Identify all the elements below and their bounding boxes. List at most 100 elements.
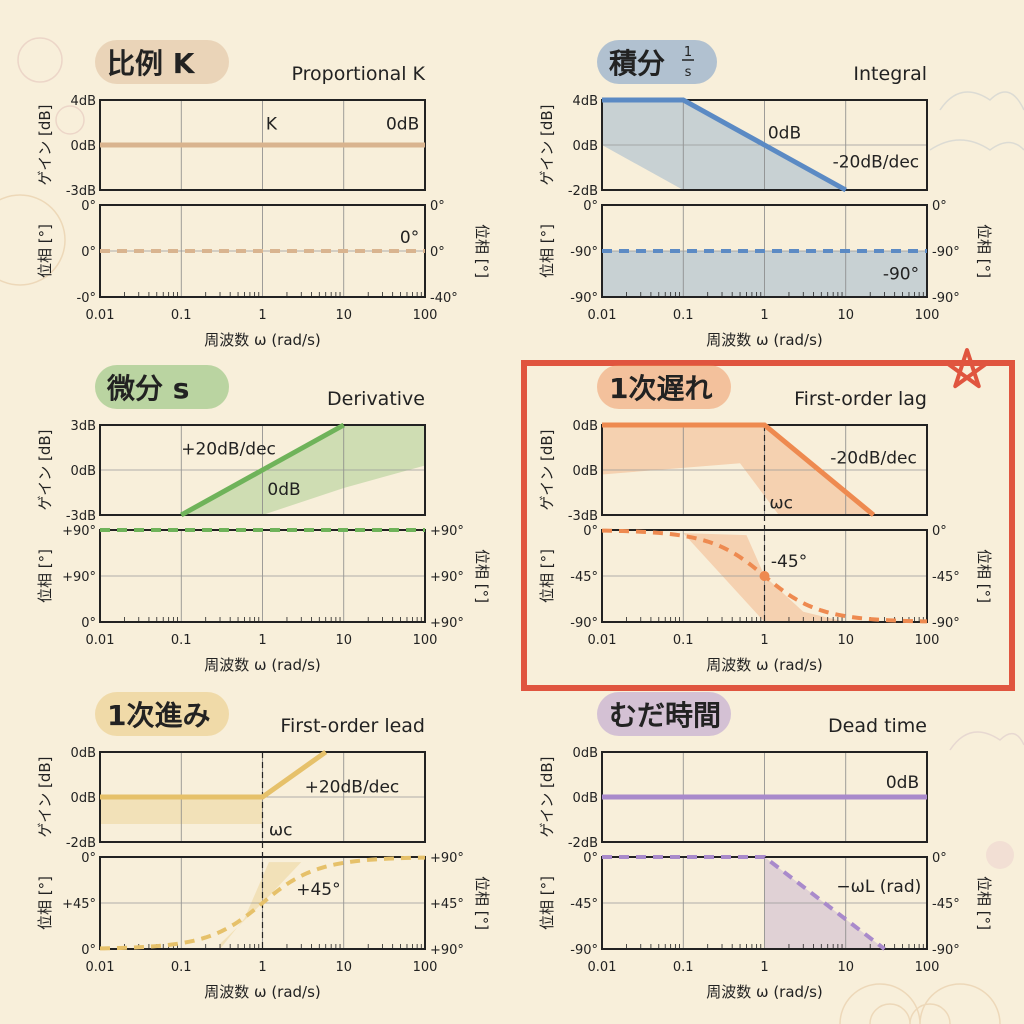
gain-tick-label: 0dB	[71, 746, 96, 761]
title-badge	[597, 365, 731, 409]
x-tick-label: 100	[915, 633, 940, 648]
gain-tick-label: 0dB	[573, 464, 598, 479]
gain-tick-label: 4dB	[573, 94, 598, 109]
phase-tick-label-left: 0°	[583, 199, 598, 214]
gain-tick-label: 0dB	[573, 791, 598, 806]
x-tick-label: 10	[335, 633, 352, 648]
phase-tick-label-left: +90°	[62, 524, 96, 539]
gain-annotation: +20dB/dec	[305, 778, 400, 798]
gain-tick-label: 3dB	[71, 419, 96, 434]
gain-tick-label: 0dB	[71, 139, 96, 154]
phase-axis-label-left: 位相 [°]	[538, 549, 556, 603]
phase-tick-label-right: -40°	[430, 291, 458, 306]
x-axis-label: 周波数 ω (rad/s)	[706, 656, 823, 674]
x-tick-label: 10	[837, 308, 854, 323]
title-badge	[95, 40, 229, 84]
gain-curve	[602, 422, 876, 517]
phase-axis-label-right: 位相 [°]	[473, 876, 491, 930]
highlight-frame	[521, 348, 1015, 691]
x-axis-label: 周波数 ω (rad/s)	[706, 331, 823, 349]
phase-tick-label-right: -90°	[932, 245, 960, 260]
panel-subtitle: Derivative	[327, 388, 425, 410]
gain-annotation: 0dB	[768, 123, 801, 143]
phase-tick-label-right: 0°	[430, 245, 445, 260]
title-badge	[597, 692, 731, 736]
x-tick-label: 10	[335, 308, 352, 323]
x-axis-label: 周波数 ω (rad/s)	[204, 331, 321, 349]
phase-tick-label-right: -45°	[932, 570, 960, 585]
x-axis-label: 周波数 ω (rad/s)	[204, 656, 321, 674]
gain-tick-label: -2dB	[568, 184, 598, 199]
phase-tick-label-left: +90°	[62, 570, 96, 585]
panel-title: 比例 K	[107, 47, 196, 80]
phase-curve	[602, 855, 886, 951]
phase-tick-label-right: -90°	[932, 291, 960, 306]
x-tick-label: 100	[915, 960, 940, 975]
phase-tick-label-left: 0°	[81, 616, 96, 631]
gain-axis-label: ゲイン [dB]	[538, 105, 556, 186]
x-tick-label: 100	[915, 308, 940, 323]
panel-title: むだ時間	[609, 699, 721, 732]
phase-axis-label-right: 位相 [°]	[975, 224, 993, 278]
gain-curve	[100, 749, 328, 800]
x-tick-label: 0.1	[673, 960, 694, 975]
phase-tick-label-left: -45°	[570, 570, 598, 585]
seigaiha-wave-pattern	[839, 983, 1001, 1024]
title-fraction-numerator: 1	[684, 45, 692, 60]
x-tick-label: 0.1	[171, 960, 192, 975]
sakura-flower-icon	[55, 105, 85, 135]
x-tick-label: 10	[837, 960, 854, 975]
gain-curve	[180, 422, 345, 518]
phase-annotation: +45°	[296, 880, 340, 900]
gain-annotation: +20dB/dec	[181, 439, 276, 459]
x-tick-label: 100	[413, 633, 438, 648]
phase-axis-label-left: 位相 [°]	[538, 224, 556, 278]
panel-title: 1次遅れ	[609, 372, 712, 405]
gain-curve	[602, 97, 847, 193]
x-tick-label: 100	[413, 960, 438, 975]
x-tick-label: 0.01	[86, 308, 115, 323]
x-tick-label: 1	[258, 960, 266, 975]
phase-tick-label-left: -0°	[77, 291, 96, 306]
phase-tick-label-right: 0°	[932, 524, 947, 539]
x-tick-label: 0.1	[171, 633, 192, 648]
x-tick-label: 0.1	[171, 308, 192, 323]
phase-axis-label-right: 位相 [°]	[975, 549, 993, 603]
gain-axis-label: ゲイン [dB]	[36, 757, 54, 838]
gain-shading	[602, 425, 874, 515]
phase-tick-label-right: +90°	[430, 943, 464, 958]
panel-title: 微分 s	[106, 372, 189, 405]
phase-tick-label-right: +90°	[430, 524, 464, 539]
x-axis-label: 周波数 ω (rad/s)	[204, 983, 321, 1001]
x-tick-label: 1	[258, 633, 266, 648]
x-tick-label: 0.01	[86, 633, 115, 648]
gain-annotation: -20dB/dec	[830, 448, 917, 468]
x-tick-label: 0.01	[588, 960, 617, 975]
phase-axis-label-left: 位相 [°]	[36, 224, 54, 278]
asanoha-circle-icon	[0, 194, 66, 286]
gain-tick-label: -3dB	[66, 509, 96, 524]
background-decoration	[0, 37, 1024, 1024]
gain-plot-frame	[601, 99, 928, 191]
gain-annotation: 0dB	[267, 480, 300, 500]
phase-tick-label-left: +45°	[62, 897, 96, 912]
panel-subtitle: Proportional K	[292, 63, 426, 85]
x-tick-label: 100	[413, 308, 438, 323]
star-icon	[945, 348, 989, 389]
panel-subtitle: First-order lead	[280, 715, 425, 737]
gain-annotation: 0dB	[386, 114, 419, 134]
phase-tick-label-right: +90°	[430, 851, 464, 866]
phase-tick-label-left: -90°	[570, 291, 598, 306]
panel-subtitle: First-order lag	[794, 388, 927, 410]
highlight-border	[521, 360, 1015, 691]
phase-tick-label-left: 0°	[81, 943, 96, 958]
gain-axis-label: ゲイン [dB]	[36, 430, 54, 511]
phase-tick-label-right: 0°	[932, 199, 947, 214]
phase-tick-label-right: -45°	[932, 897, 960, 912]
panel-subtitle: Integral	[853, 63, 927, 85]
phase-tick-label-left: 0°	[81, 199, 96, 214]
gain-annotation: ωc	[269, 820, 293, 840]
phase-axis-label-right: 位相 [°]	[975, 876, 993, 930]
